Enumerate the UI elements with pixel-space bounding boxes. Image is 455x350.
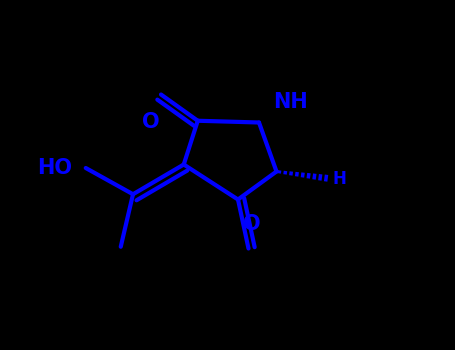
Text: NH: NH [273,91,308,112]
Text: O: O [142,112,159,132]
Text: HO: HO [37,158,72,178]
Text: H: H [333,169,346,188]
Text: O: O [243,215,261,234]
